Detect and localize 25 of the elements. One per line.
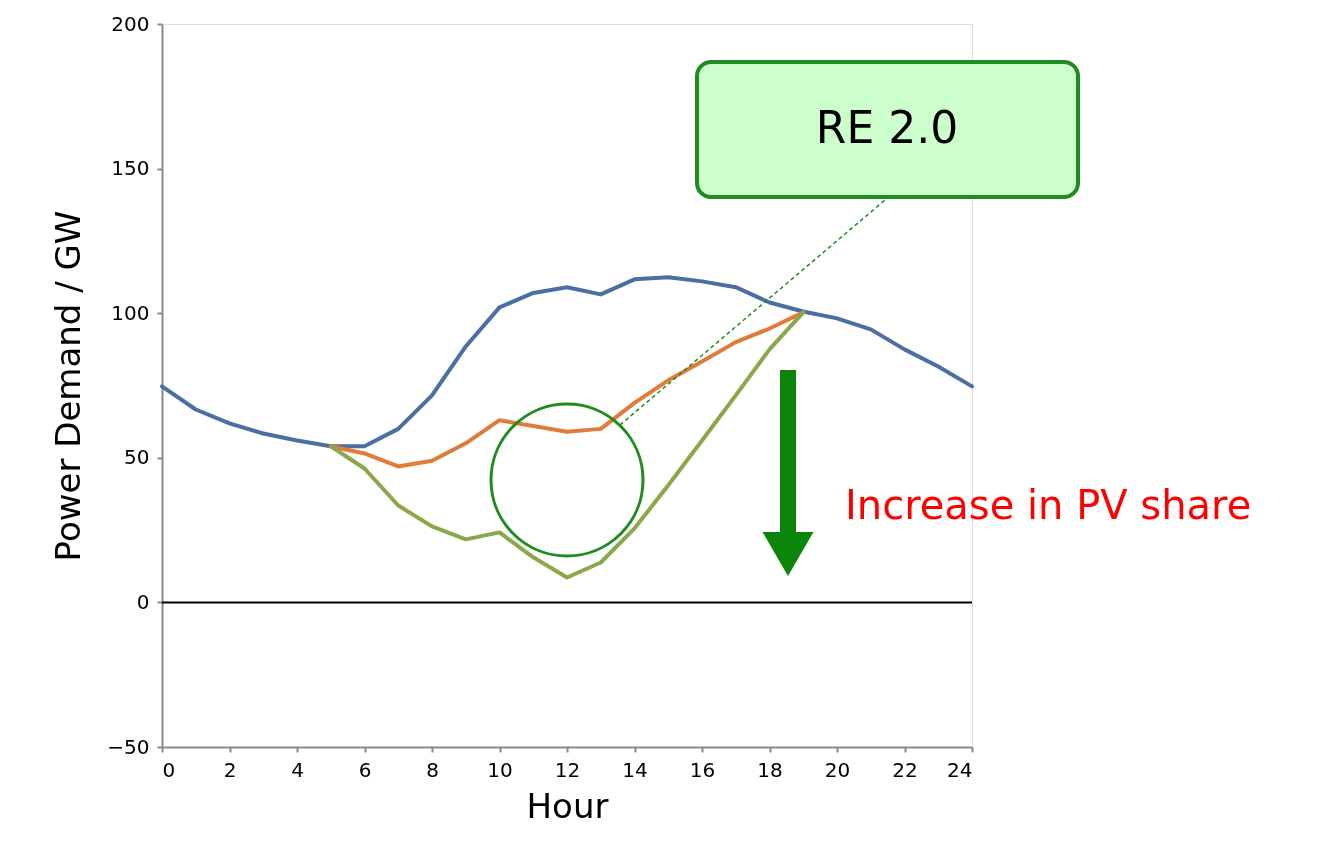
y-tick-label: 0: [136, 589, 150, 614]
line-series: [328, 310, 806, 580]
y-tick-label: 50: [124, 445, 150, 470]
x-tick-label: 20: [824, 757, 851, 782]
x-tick-label: 16: [689, 757, 716, 782]
x-tick-label: 8: [426, 757, 439, 782]
x-tick-label: 24: [947, 757, 973, 782]
x-tick-label: 2: [223, 757, 237, 782]
x-tick-label: 14: [622, 757, 648, 782]
x-axis-title: Hour: [526, 785, 609, 826]
annotation: Increase in PV share: [845, 482, 1252, 528]
y-tick-label: −50: [107, 734, 150, 759]
annotation: RE 2.0: [815, 102, 959, 153]
y-tick-label: 150: [111, 156, 150, 181]
line-series: [160, 275, 974, 449]
y-tick-label: 100: [111, 300, 150, 325]
x-tick-label: 0: [162, 757, 176, 782]
x-tick-label: 18: [757, 757, 783, 782]
x-tick-label: 22: [892, 757, 918, 782]
x-tick-label: 12: [554, 757, 581, 782]
y-tick-label: 200: [111, 11, 150, 36]
x-tick-label: 6: [358, 757, 372, 782]
x-tick-label: 4: [291, 757, 304, 782]
x-tick-label: 10: [487, 757, 513, 782]
y-axis-title: Power Demand / GW: [48, 210, 89, 562]
